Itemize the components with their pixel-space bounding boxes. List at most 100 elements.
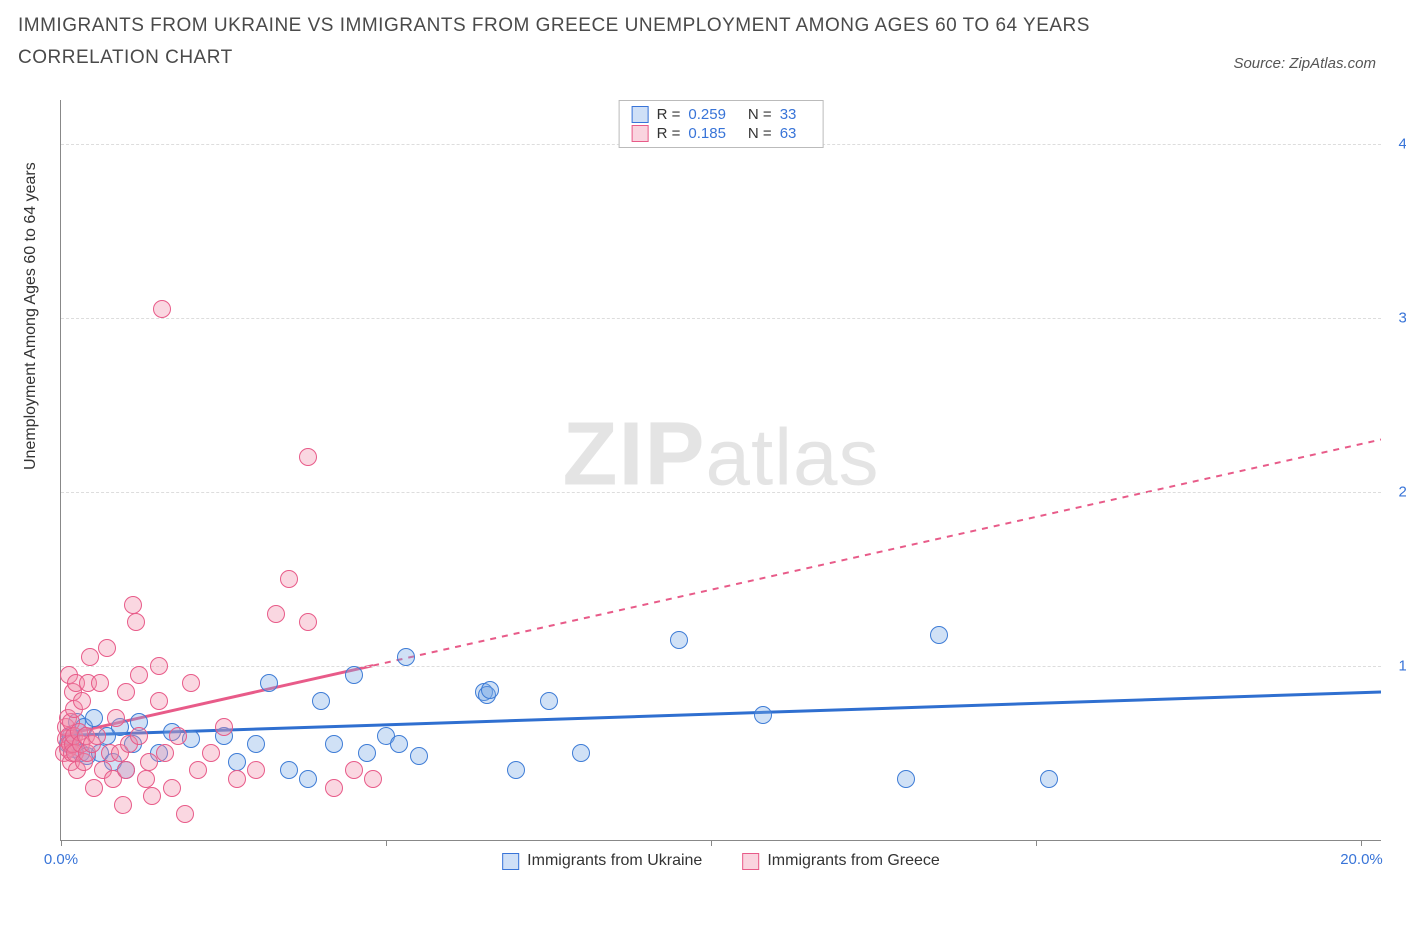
y-tick-label: 30.0%: [1386, 309, 1406, 326]
y-tick-label: 10.0%: [1386, 657, 1406, 674]
r-label: R =: [657, 106, 681, 123]
x-tick: [61, 840, 62, 846]
data-point-ukraine: [228, 753, 246, 771]
swatch-greece: [742, 853, 759, 870]
data-point-greece: [85, 779, 103, 797]
n-value: 33: [780, 106, 797, 123]
data-point-ukraine: [260, 674, 278, 692]
data-point-greece: [91, 674, 109, 692]
data-point-ukraine: [572, 744, 590, 762]
data-point-greece: [143, 787, 161, 805]
swatch-ukraine: [502, 853, 519, 870]
data-point-greece: [98, 639, 116, 657]
data-point-ukraine: [85, 709, 103, 727]
gridline: [61, 666, 1381, 667]
x-tick: [1361, 840, 1362, 846]
data-point-greece: [150, 657, 168, 675]
watermark-bold: ZIP: [563, 405, 706, 505]
data-point-greece: [140, 753, 158, 771]
data-point-greece: [130, 727, 148, 745]
data-point-greece: [182, 674, 200, 692]
r-label: R =: [657, 125, 681, 142]
series-legend: Immigrants from Ukraine Immigrants from …: [502, 852, 940, 870]
trendline-ukraine: [61, 692, 1381, 736]
legend-item-greece: Immigrants from Greece: [742, 852, 939, 870]
legend-label: Immigrants from Ukraine: [527, 852, 702, 870]
x-tick: [386, 840, 387, 846]
data-point-greece: [176, 805, 194, 823]
source-attribution: Source: ZipAtlas.com: [1233, 55, 1376, 72]
data-point-ukraine: [358, 744, 376, 762]
trend-lines-layer: [61, 100, 1381, 840]
data-point-greece: [202, 744, 220, 762]
data-point-greece: [247, 761, 265, 779]
x-tick-label: 20.0%: [1340, 851, 1383, 868]
n-label: N =: [748, 125, 772, 142]
data-point-greece: [130, 666, 148, 684]
y-axis-label: Unemployment Among Ages 60 to 64 years: [22, 162, 40, 470]
data-point-ukraine: [930, 626, 948, 644]
data-point-greece: [189, 761, 207, 779]
data-point-ukraine: [397, 648, 415, 666]
data-point-greece: [88, 727, 106, 745]
data-point-greece: [73, 692, 91, 710]
data-point-ukraine: [1040, 770, 1058, 788]
y-tick-label: 40.0%: [1386, 135, 1406, 152]
r-value: 0.185: [688, 125, 726, 142]
scatter-plot-area: ZIPatlas R = 0.259 N = 33 R = 0.185 N = …: [60, 100, 1381, 841]
data-point-ukraine: [280, 761, 298, 779]
data-point-greece: [156, 744, 174, 762]
data-point-ukraine: [299, 770, 317, 788]
data-point-greece: [280, 570, 298, 588]
data-point-greece: [228, 770, 246, 788]
gridline: [61, 318, 1381, 319]
legend-row-greece: R = 0.185 N = 63: [632, 124, 811, 143]
data-point-ukraine: [540, 692, 558, 710]
swatch-greece: [632, 125, 649, 142]
n-label: N =: [748, 106, 772, 123]
data-point-greece: [117, 683, 135, 701]
trendline-greece-extrapolated: [373, 440, 1381, 666]
chart-title: IMMIGRANTS FROM UKRAINE VS IMMIGRANTS FR…: [18, 10, 1118, 75]
legend-row-ukraine: R = 0.259 N = 33: [632, 105, 811, 124]
x-tick: [711, 840, 712, 846]
data-point-greece: [127, 613, 145, 631]
data-point-greece: [114, 796, 132, 814]
r-value: 0.259: [688, 106, 726, 123]
x-tick: [1036, 840, 1037, 846]
data-point-ukraine: [390, 735, 408, 753]
data-point-greece: [325, 779, 343, 797]
correlation-legend: R = 0.259 N = 33 R = 0.185 N = 63: [619, 100, 824, 148]
n-value: 63: [780, 125, 797, 142]
data-point-greece: [267, 605, 285, 623]
data-point-greece: [153, 300, 171, 318]
data-point-ukraine: [507, 761, 525, 779]
data-point-ukraine: [312, 692, 330, 710]
data-point-greece: [107, 709, 125, 727]
data-point-greece: [163, 779, 181, 797]
data-point-greece: [215, 718, 233, 736]
data-point-greece: [299, 613, 317, 631]
data-point-greece: [150, 692, 168, 710]
data-point-greece: [81, 648, 99, 666]
data-point-ukraine: [754, 706, 772, 724]
swatch-ukraine: [632, 106, 649, 123]
gridline: [61, 492, 1381, 493]
watermark-light: atlas: [706, 413, 880, 502]
x-tick-label: 0.0%: [44, 851, 78, 868]
data-point-ukraine: [247, 735, 265, 753]
data-point-greece: [364, 770, 382, 788]
data-point-greece: [117, 761, 135, 779]
legend-label: Immigrants from Greece: [767, 852, 939, 870]
data-point-ukraine: [897, 770, 915, 788]
y-tick-label: 20.0%: [1386, 483, 1406, 500]
data-point-ukraine: [670, 631, 688, 649]
legend-item-ukraine: Immigrants from Ukraine: [502, 852, 702, 870]
data-point-ukraine: [481, 681, 499, 699]
data-point-ukraine: [325, 735, 343, 753]
data-point-greece: [124, 596, 142, 614]
data-point-greece: [169, 727, 187, 745]
data-point-greece: [345, 761, 363, 779]
data-point-ukraine: [345, 666, 363, 684]
data-point-greece: [137, 770, 155, 788]
